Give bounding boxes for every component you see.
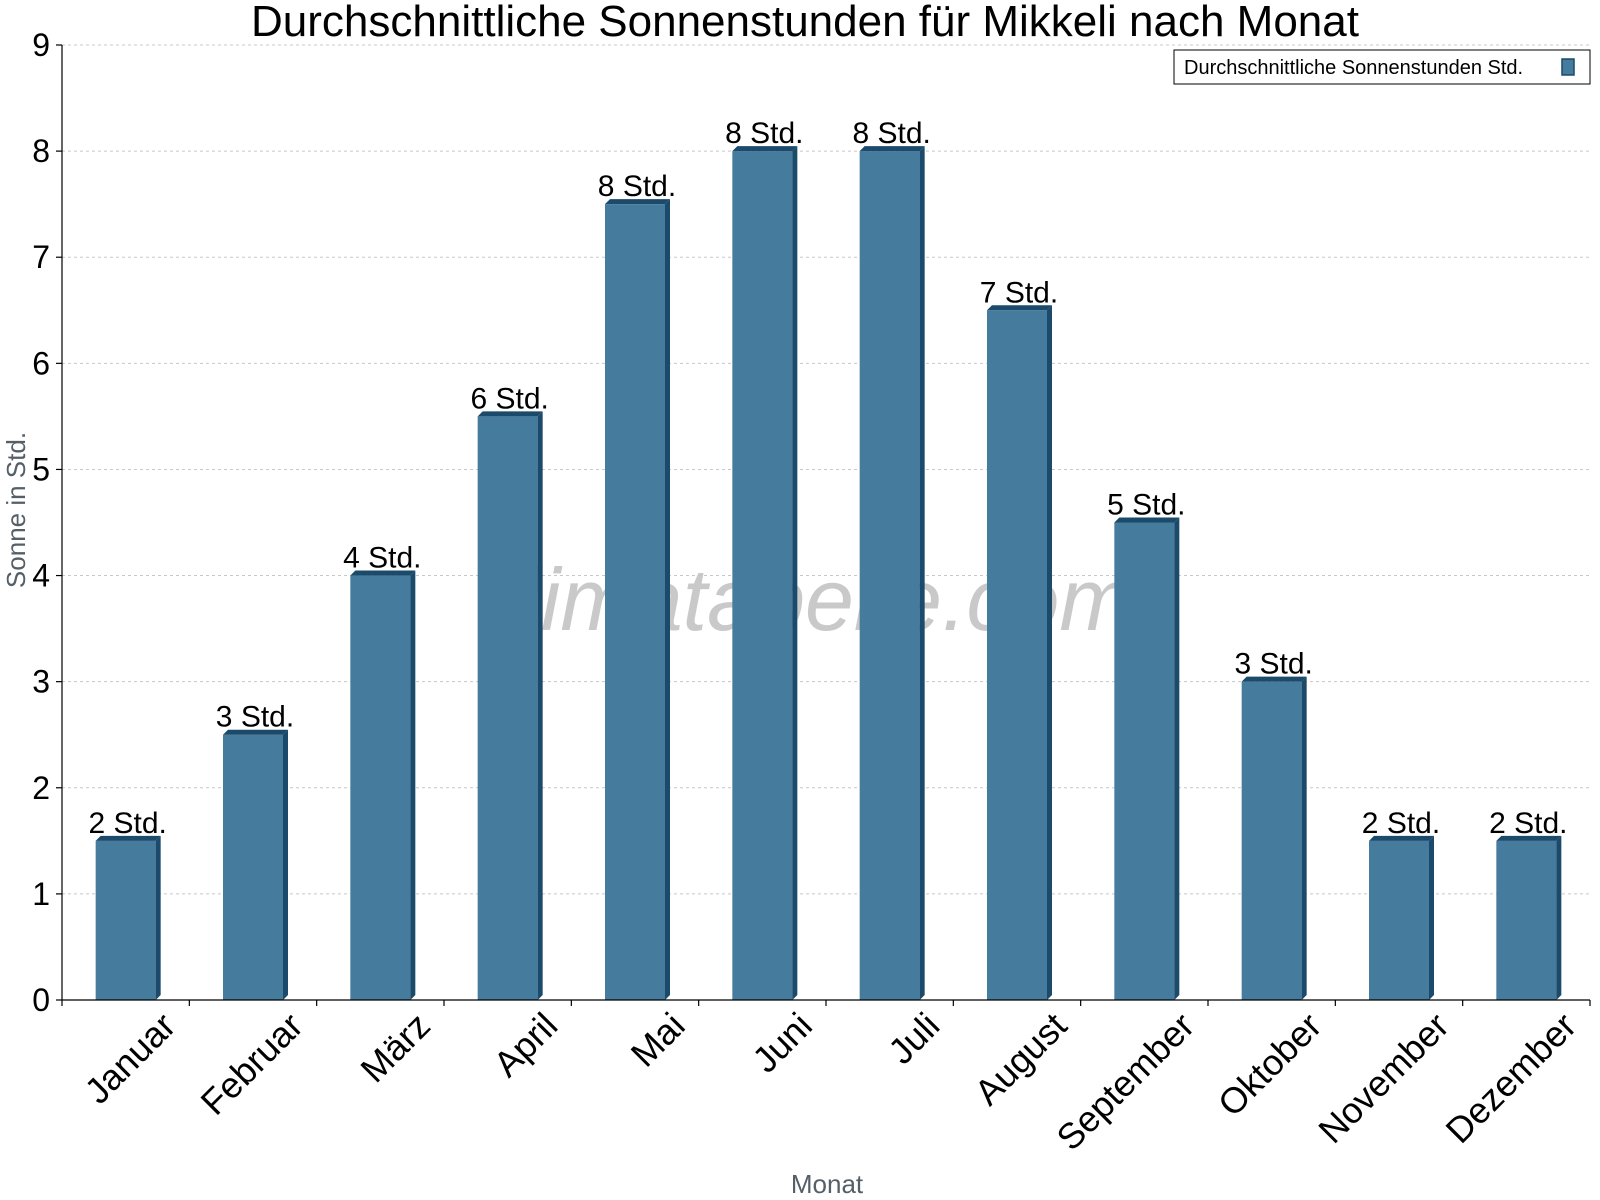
y-tick-label: 1 (32, 876, 50, 912)
bar (859, 151, 920, 1001)
bar-top (1369, 835, 1434, 841)
x-tick-label: Januar (76, 1005, 183, 1112)
bar (1496, 840, 1557, 1000)
bar-side (283, 729, 288, 1000)
bar-top (477, 411, 543, 417)
x-tick-label: September (1048, 1005, 1202, 1159)
bar-top (350, 570, 416, 576)
data-label: 7 Std. (980, 276, 1058, 309)
x-tick-label: August (966, 1005, 1074, 1113)
bar (1241, 681, 1302, 1000)
x-tick-label: Mai (623, 1005, 693, 1075)
data-label: 2 Std. (88, 807, 166, 840)
bar-side (537, 411, 543, 1000)
x-tick-label: Juli (880, 1005, 947, 1072)
bar-side (1047, 305, 1052, 1000)
data-label: 2 Std. (1362, 807, 1440, 840)
y-tick-label: 7 (32, 239, 50, 275)
bar (605, 204, 665, 1000)
bar-side (1301, 676, 1307, 1000)
x-tick-label: Dezember (1438, 1005, 1584, 1151)
x-tick-label: März (352, 1005, 438, 1091)
grid-layer (62, 44, 1590, 895)
bars-layer: 2 Std. 3 Std. 4 Std. 6 Std. 8 Std. 8 Std. 8 St… (88, 117, 1568, 1001)
bar-side (155, 835, 161, 1000)
x-axis-label: Monat (791, 1169, 864, 1199)
bar (1114, 522, 1175, 1000)
bar-side (1556, 835, 1562, 1000)
bar-side (665, 199, 670, 1000)
bar (95, 840, 156, 1000)
legend-swatch (1561, 58, 1575, 76)
bar-top (859, 146, 925, 152)
bar-top (95, 835, 161, 841)
x-tick-label: November (1310, 1005, 1456, 1151)
data-label: 5 Std. (1107, 489, 1185, 522)
data-label: 8 Std. (852, 117, 930, 150)
x-tick-label: Juni (744, 1005, 820, 1081)
y-tick-label: 9 (32, 27, 50, 63)
bar (223, 734, 283, 1000)
legend-box (1173, 49, 1591, 85)
bar-side (919, 146, 925, 1001)
bar (732, 151, 793, 1001)
bar-side (1429, 835, 1434, 1000)
legend-label: Durchschnittliche Sonnenstunden Std. (1184, 57, 1523, 79)
bar-top (1496, 835, 1562, 841)
data-label: 6 Std. (470, 382, 548, 415)
data-label: 8 Std. (725, 117, 803, 150)
y-tick-label: 0 (32, 982, 50, 1018)
bar-top (1241, 676, 1307, 682)
bar-top (732, 146, 798, 152)
y-tick-label: 8 (32, 133, 50, 169)
data-label: 3 Std. (216, 701, 294, 734)
bar (1369, 840, 1429, 1000)
bar-side (410, 570, 416, 1000)
chart-title: Durchschnittliche Sonnenstunden für Mikk… (251, 0, 1359, 46)
bar-side (1174, 517, 1180, 1000)
bar-top (987, 305, 1052, 311)
data-label: 8 Std. (598, 170, 676, 203)
y-axis-label: Sonne in Std. (1, 432, 31, 588)
x-tick-label: Februar (193, 1005, 311, 1123)
y-tick-label: 5 (32, 451, 50, 487)
bar-top (1114, 517, 1180, 523)
bar (350, 575, 411, 1000)
legend: Durchschnittliche Sonnenstunden Std. (1173, 49, 1591, 85)
data-label: 4 Std. (343, 542, 421, 575)
y-tick-label: 4 (32, 558, 50, 594)
bar-side (792, 146, 798, 1001)
bar-top (605, 199, 670, 205)
bar (477, 416, 538, 1000)
bar (987, 310, 1047, 1000)
y-tick-label: 3 (32, 664, 50, 700)
bar-top (223, 729, 288, 735)
x-tick-label: April (485, 1005, 565, 1085)
data-label: 2 Std. (1489, 807, 1567, 840)
y-tick-label: 2 (32, 770, 50, 806)
y-tick-label: 6 (32, 345, 50, 381)
data-label: 3 Std. (1234, 648, 1312, 681)
x-tick-label: Oktober (1210, 1005, 1330, 1125)
